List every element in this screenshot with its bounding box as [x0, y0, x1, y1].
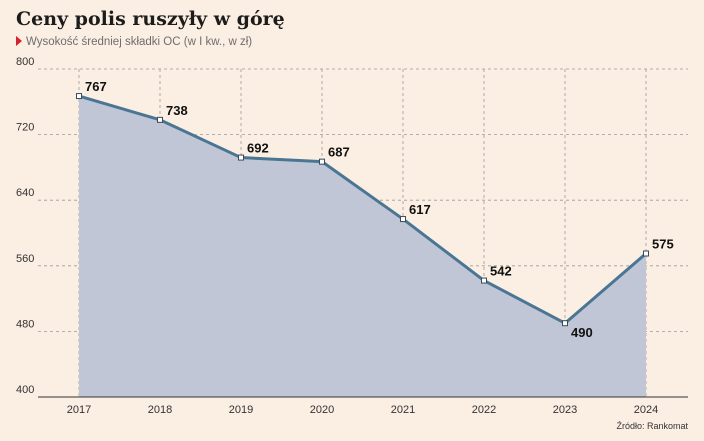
series-line — [78, 94, 647, 325]
data-label: 542 — [490, 264, 512, 279]
y-tick-label: 560 — [16, 253, 34, 265]
y-tick-label: 400 — [16, 384, 34, 396]
x-tick-label: 2019 — [229, 404, 253, 416]
data-point — [319, 158, 325, 165]
data-point — [562, 320, 568, 327]
x-tick-label: 2024 — [634, 404, 658, 416]
chart-title: Ceny polis ruszyły w górę — [16, 8, 285, 30]
y-tick-label: 480 — [16, 318, 34, 330]
data-label: 738 — [166, 103, 188, 118]
data-point — [76, 93, 82, 100]
data-marks: 767 738 692 687 617 542 490 575 — [76, 79, 674, 340]
subtitle-text: Wysokość średniej składki OC (w I kw., w… — [26, 36, 253, 48]
y-tick-label: 640 — [16, 187, 34, 199]
data-label: 575 — [652, 237, 674, 252]
data-label: 692 — [247, 141, 269, 156]
x-tick-label: 2021 — [391, 404, 415, 416]
data-label: 767 — [85, 79, 107, 94]
tick-labels: 400 480 560 640 720 800 2017 2018 2019 2020 2021 20… — [16, 56, 658, 416]
source-note: Źródło: Rankomat — [616, 421, 688, 431]
chart-subtitle: Wysokość średniej składki OC (w I kw., w… — [16, 36, 252, 48]
data-point — [238, 154, 244, 161]
x-tick-label: 2018 — [148, 404, 172, 416]
x-tick-label: 2023 — [553, 404, 577, 416]
data-point — [481, 277, 487, 284]
data-label: 687 — [328, 145, 350, 160]
data-point — [643, 250, 649, 257]
x-tick-label: 2017 — [67, 404, 91, 416]
data-label: 490 — [571, 325, 593, 340]
x-tick-label: 2020 — [310, 404, 334, 416]
y-tick-label: 720 — [16, 122, 34, 134]
area-fill — [79, 96, 646, 397]
red-triangle-icon — [16, 36, 22, 46]
data-label: 617 — [409, 202, 431, 217]
data-point — [157, 116, 163, 123]
data-point — [400, 216, 406, 223]
x-tick-label: 2022 — [472, 404, 496, 416]
y-tick-label: 800 — [16, 56, 34, 68]
